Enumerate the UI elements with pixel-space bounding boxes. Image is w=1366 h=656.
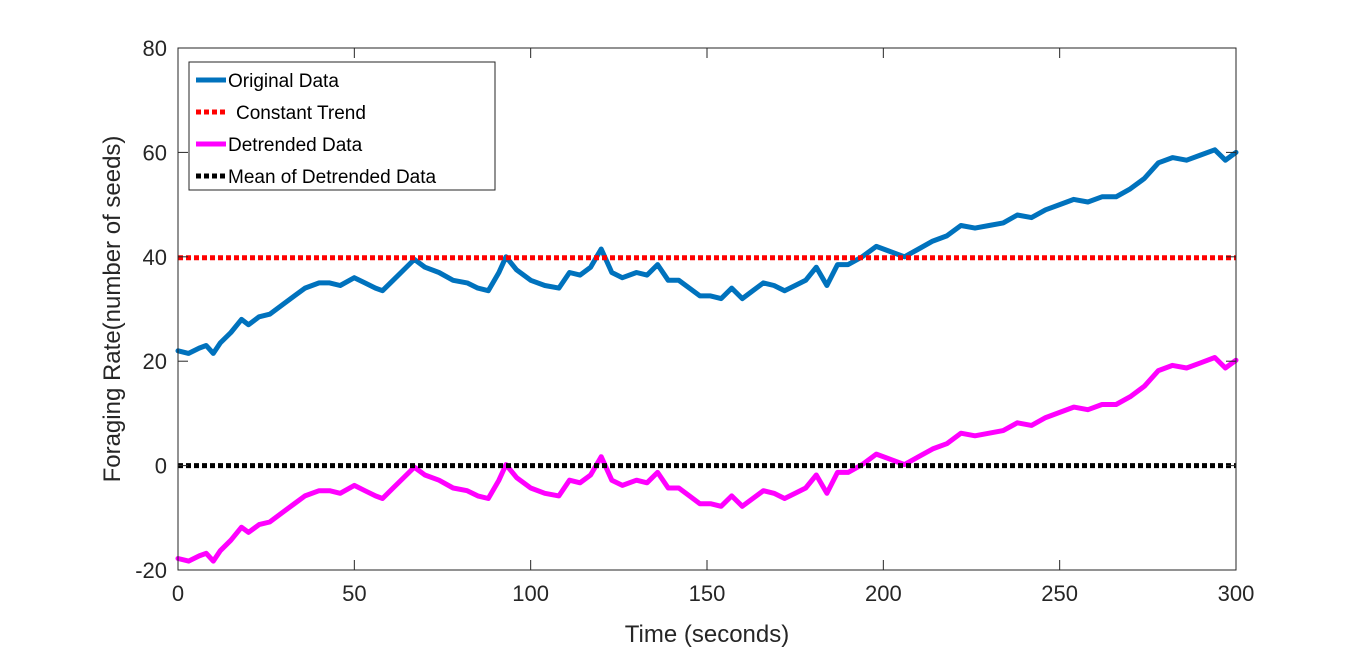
y-tick-label: -20 [135, 558, 167, 583]
legend-label-original-data: Original Data [228, 71, 339, 92]
series-layer [175, 147, 1239, 564]
x-tick-label: 100 [512, 581, 549, 606]
series-line-original-data [175, 147, 1239, 356]
legend-label-detrended-data: Detrended Data [228, 135, 363, 156]
x-tick-label: 200 [865, 581, 902, 606]
x-tick-label: 0 [172, 581, 184, 606]
legend-label-constant-trend: Constant Trend [236, 103, 366, 124]
x-tick-label: 250 [1041, 581, 1078, 606]
y-tick-label: 80 [143, 36, 167, 61]
legend-box [188, 61, 496, 191]
x-axis-label: Time (seconds) [625, 621, 789, 648]
x-tick-label: 50 [342, 581, 366, 606]
series-line-detrended-data [175, 355, 1239, 564]
x-tick-label: 300 [1218, 581, 1255, 606]
y-axis-label: Foraging Rate(number of seeds) [99, 136, 126, 483]
y-tick-label: 40 [143, 245, 167, 270]
x-tick-label: 150 [689, 581, 726, 606]
y-tick-label: 60 [143, 140, 167, 165]
y-tick-label: 20 [143, 349, 167, 374]
legend: Original Data Constant Trend Detrended Dat… [188, 61, 496, 191]
legend-label-mean-of-detrended-data: Mean of Detrended Data [228, 167, 437, 188]
y-tick-label: 0 [155, 454, 167, 479]
